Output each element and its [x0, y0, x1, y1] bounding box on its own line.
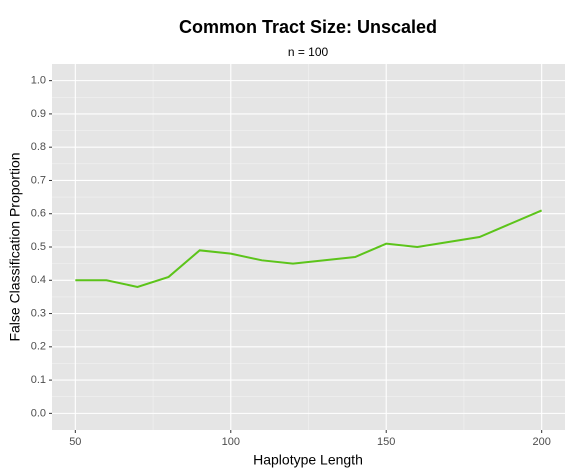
chart-title: Common Tract Size: Unscaled: [179, 17, 437, 37]
y-axis-label: False Classification Proportion: [7, 152, 23, 341]
y-tick-label: 0.4: [31, 274, 46, 286]
data-line: [75, 209, 543, 288]
y-tick-label: 1.0: [31, 75, 46, 87]
x-tick-label: 150: [377, 436, 395, 448]
y-tick-label: 0.5: [31, 241, 46, 253]
y-tick-label: 0.1: [31, 374, 46, 386]
y-tick-label: 0.2: [31, 341, 46, 353]
chart-subtitle: n = 100: [288, 45, 329, 59]
x-tick-label: 100: [222, 436, 240, 448]
y-tick-label: 0.8: [31, 141, 46, 153]
y-tick-label: 0.6: [31, 208, 46, 220]
y-tick-label: 0.9: [31, 108, 46, 120]
y-tick-label: 0.0: [31, 407, 46, 419]
y-tick-label: 0.7: [31, 174, 46, 186]
y-tick-label: 0.3: [31, 307, 46, 319]
x-tick-label: 50: [69, 436, 81, 448]
x-axis-label: Haplotype Length: [253, 452, 363, 468]
x-tick-label: 200: [533, 436, 551, 448]
